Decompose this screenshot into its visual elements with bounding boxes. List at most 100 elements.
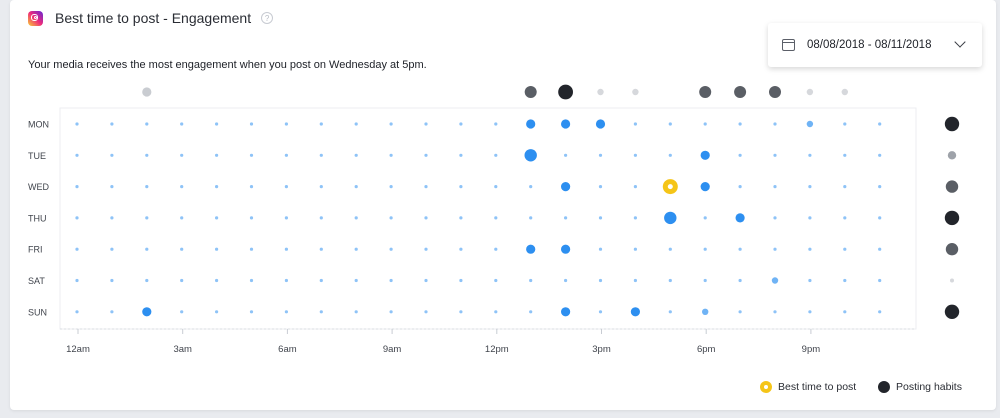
engagement-dot: [494, 216, 498, 220]
engagement-dot: [668, 153, 672, 157]
engagement-dot: [773, 153, 777, 157]
engagement-dot: [843, 278, 847, 283]
engagement-dot: [110, 216, 114, 220]
engagement-dot: [180, 122, 184, 126]
hour-tick-label: 6am: [278, 344, 297, 355]
day-habit-dot: [945, 243, 959, 256]
legend-best-label: Best time to post: [778, 381, 857, 393]
hour-tick-label: 3pm: [592, 344, 611, 355]
engagement-dot: [598, 185, 603, 189]
engagement-dot: [494, 310, 498, 314]
engagement-dot: [494, 122, 498, 126]
engagement-dot: [180, 153, 184, 157]
engagement-dot: [773, 247, 777, 251]
engagement-dot: [354, 247, 358, 251]
engagement-dot: [878, 185, 882, 189]
engagement-dot: [215, 185, 219, 189]
hour-habit-dot: [769, 86, 781, 98]
engagement-dot: [703, 122, 707, 126]
engagement-dot: [843, 216, 847, 220]
engagement-dot: [703, 247, 707, 251]
engagement-dot: [668, 310, 672, 314]
day-label: TUE: [28, 151, 46, 161]
engagement-dot: [529, 216, 533, 220]
help-icon[interactable]: ?: [261, 12, 274, 24]
engagement-dot: [878, 247, 882, 251]
engagement-dot: [215, 247, 219, 251]
hour-habit-dot: [142, 87, 152, 97]
engagement-dot: [564, 153, 568, 157]
engagement-dot: [389, 278, 393, 283]
legend-posting-habits: Posting habits: [878, 380, 962, 394]
engagement-dot: [424, 122, 428, 126]
engagement-dot: [424, 216, 428, 220]
engagement-dot: [75, 185, 79, 189]
engagement-dot: [703, 216, 707, 220]
hour-tick-label: 9pm: [802, 344, 821, 355]
engagement-dot: [771, 277, 779, 284]
engagement-dot: [878, 278, 882, 283]
engagement-dot: [424, 310, 428, 314]
engagement-dot: [319, 122, 323, 126]
engagement-dot: [145, 278, 149, 283]
engagement-dot: [389, 185, 393, 189]
hour-habit-dot: [558, 84, 573, 100]
engagement-dot: [180, 185, 184, 189]
day-habit-dot: [944, 116, 960, 132]
engagement-dot: [75, 122, 79, 126]
engagement-dot: [110, 278, 114, 283]
engagement-dot: [142, 307, 152, 317]
engagement-dot: [459, 122, 463, 126]
engagement-dot: [354, 153, 358, 157]
engagement-dot: [319, 310, 323, 314]
engagement-dot: [738, 153, 742, 157]
engagement-dot: [561, 119, 571, 129]
engagement-dot: [843, 185, 847, 189]
engagement-dot: [843, 153, 847, 157]
engagement-dot: [878, 310, 882, 314]
engagement-dot: [633, 185, 638, 189]
engagement-dot: [249, 278, 254, 283]
engagement-dot: [145, 185, 149, 189]
engagement-dot: [424, 153, 428, 157]
engagement-dot: [561, 182, 571, 192]
engagement-dot: [110, 185, 114, 189]
engagement-dot: [808, 216, 812, 220]
chevron-down-icon[interactable]: [954, 36, 966, 48]
engagement-dot: [75, 216, 79, 220]
engagement-dot: [738, 185, 742, 189]
day-habit-dot: [945, 180, 959, 193]
day-habit-dot: [944, 304, 960, 319]
card-title: Best time to post - Engagement: [55, 10, 252, 26]
engagement-dot: [598, 153, 603, 157]
engagement-dot: [389, 122, 393, 126]
engagement-dot: [145, 247, 149, 251]
engagement-dot: [459, 278, 463, 283]
engagement-dot: [284, 185, 288, 189]
engagement-dot: [459, 247, 463, 251]
engagement-dot: [389, 153, 393, 157]
engagement-dot: [180, 310, 184, 314]
engagement-dot: [808, 247, 812, 251]
engagement-dot: [529, 310, 533, 314]
engagement-dot: [664, 211, 677, 225]
date-range-picker[interactable]: 08/08/2018 - 08/11/2018: [768, 23, 982, 67]
engagement-dot: [319, 153, 323, 157]
engagement-dot: [526, 119, 536, 129]
engagement-dot: [215, 122, 219, 126]
engagement-dot: [561, 307, 571, 317]
date-range-value: 08/08/2018 - 08/11/2018: [807, 39, 932, 51]
engagement-dot: [773, 216, 777, 220]
engagement-dot: [878, 122, 882, 126]
hour-habit-dot: [841, 88, 848, 96]
engagement-dot: [319, 247, 323, 251]
hour-tick-label: 12am: [66, 344, 90, 355]
engagement-dot: [633, 153, 638, 157]
engagement-dot: [284, 247, 288, 251]
engagement-dot: [703, 278, 707, 283]
plot-frame: [59, 107, 917, 330]
engagement-dot: [389, 310, 393, 314]
engagement-dot: [735, 213, 745, 223]
engagement-dot: [249, 185, 254, 189]
engagement-dot: [843, 122, 847, 126]
